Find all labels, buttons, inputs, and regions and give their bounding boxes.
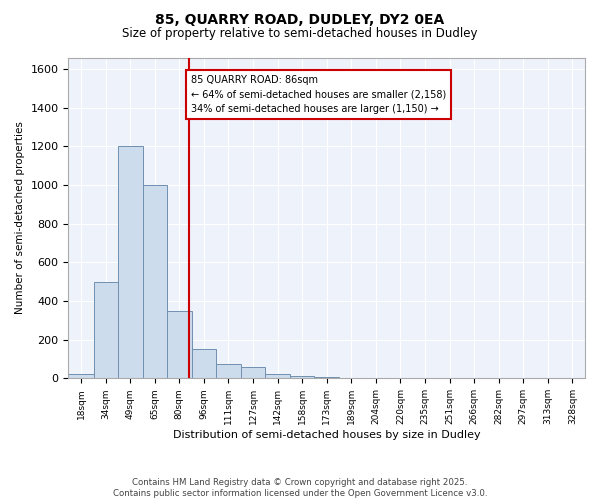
Bar: [192, 350, 216, 378]
Text: Size of property relative to semi-detached houses in Dudley: Size of property relative to semi-detach…: [122, 28, 478, 40]
Bar: [167, 310, 192, 378]
Bar: [265, 374, 290, 378]
X-axis label: Distribution of semi-detached houses by size in Dudley: Distribution of semi-detached houses by …: [173, 430, 481, 440]
Y-axis label: Number of semi-detached properties: Number of semi-detached properties: [15, 122, 25, 314]
Text: 85, QUARRY ROAD, DUDLEY, DY2 0EA: 85, QUARRY ROAD, DUDLEY, DY2 0EA: [155, 12, 445, 26]
Bar: [68, 374, 94, 378]
Bar: [216, 364, 241, 378]
Bar: [94, 282, 118, 378]
Text: Contains HM Land Registry data © Crown copyright and database right 2025.
Contai: Contains HM Land Registry data © Crown c…: [113, 478, 487, 498]
Bar: [290, 376, 314, 378]
Text: 85 QUARRY ROAD: 86sqm
← 64% of semi-detached houses are smaller (2,158)
34% of s: 85 QUARRY ROAD: 86sqm ← 64% of semi-deta…: [191, 75, 446, 114]
Bar: [241, 367, 265, 378]
Bar: [118, 146, 143, 378]
Bar: [143, 185, 167, 378]
